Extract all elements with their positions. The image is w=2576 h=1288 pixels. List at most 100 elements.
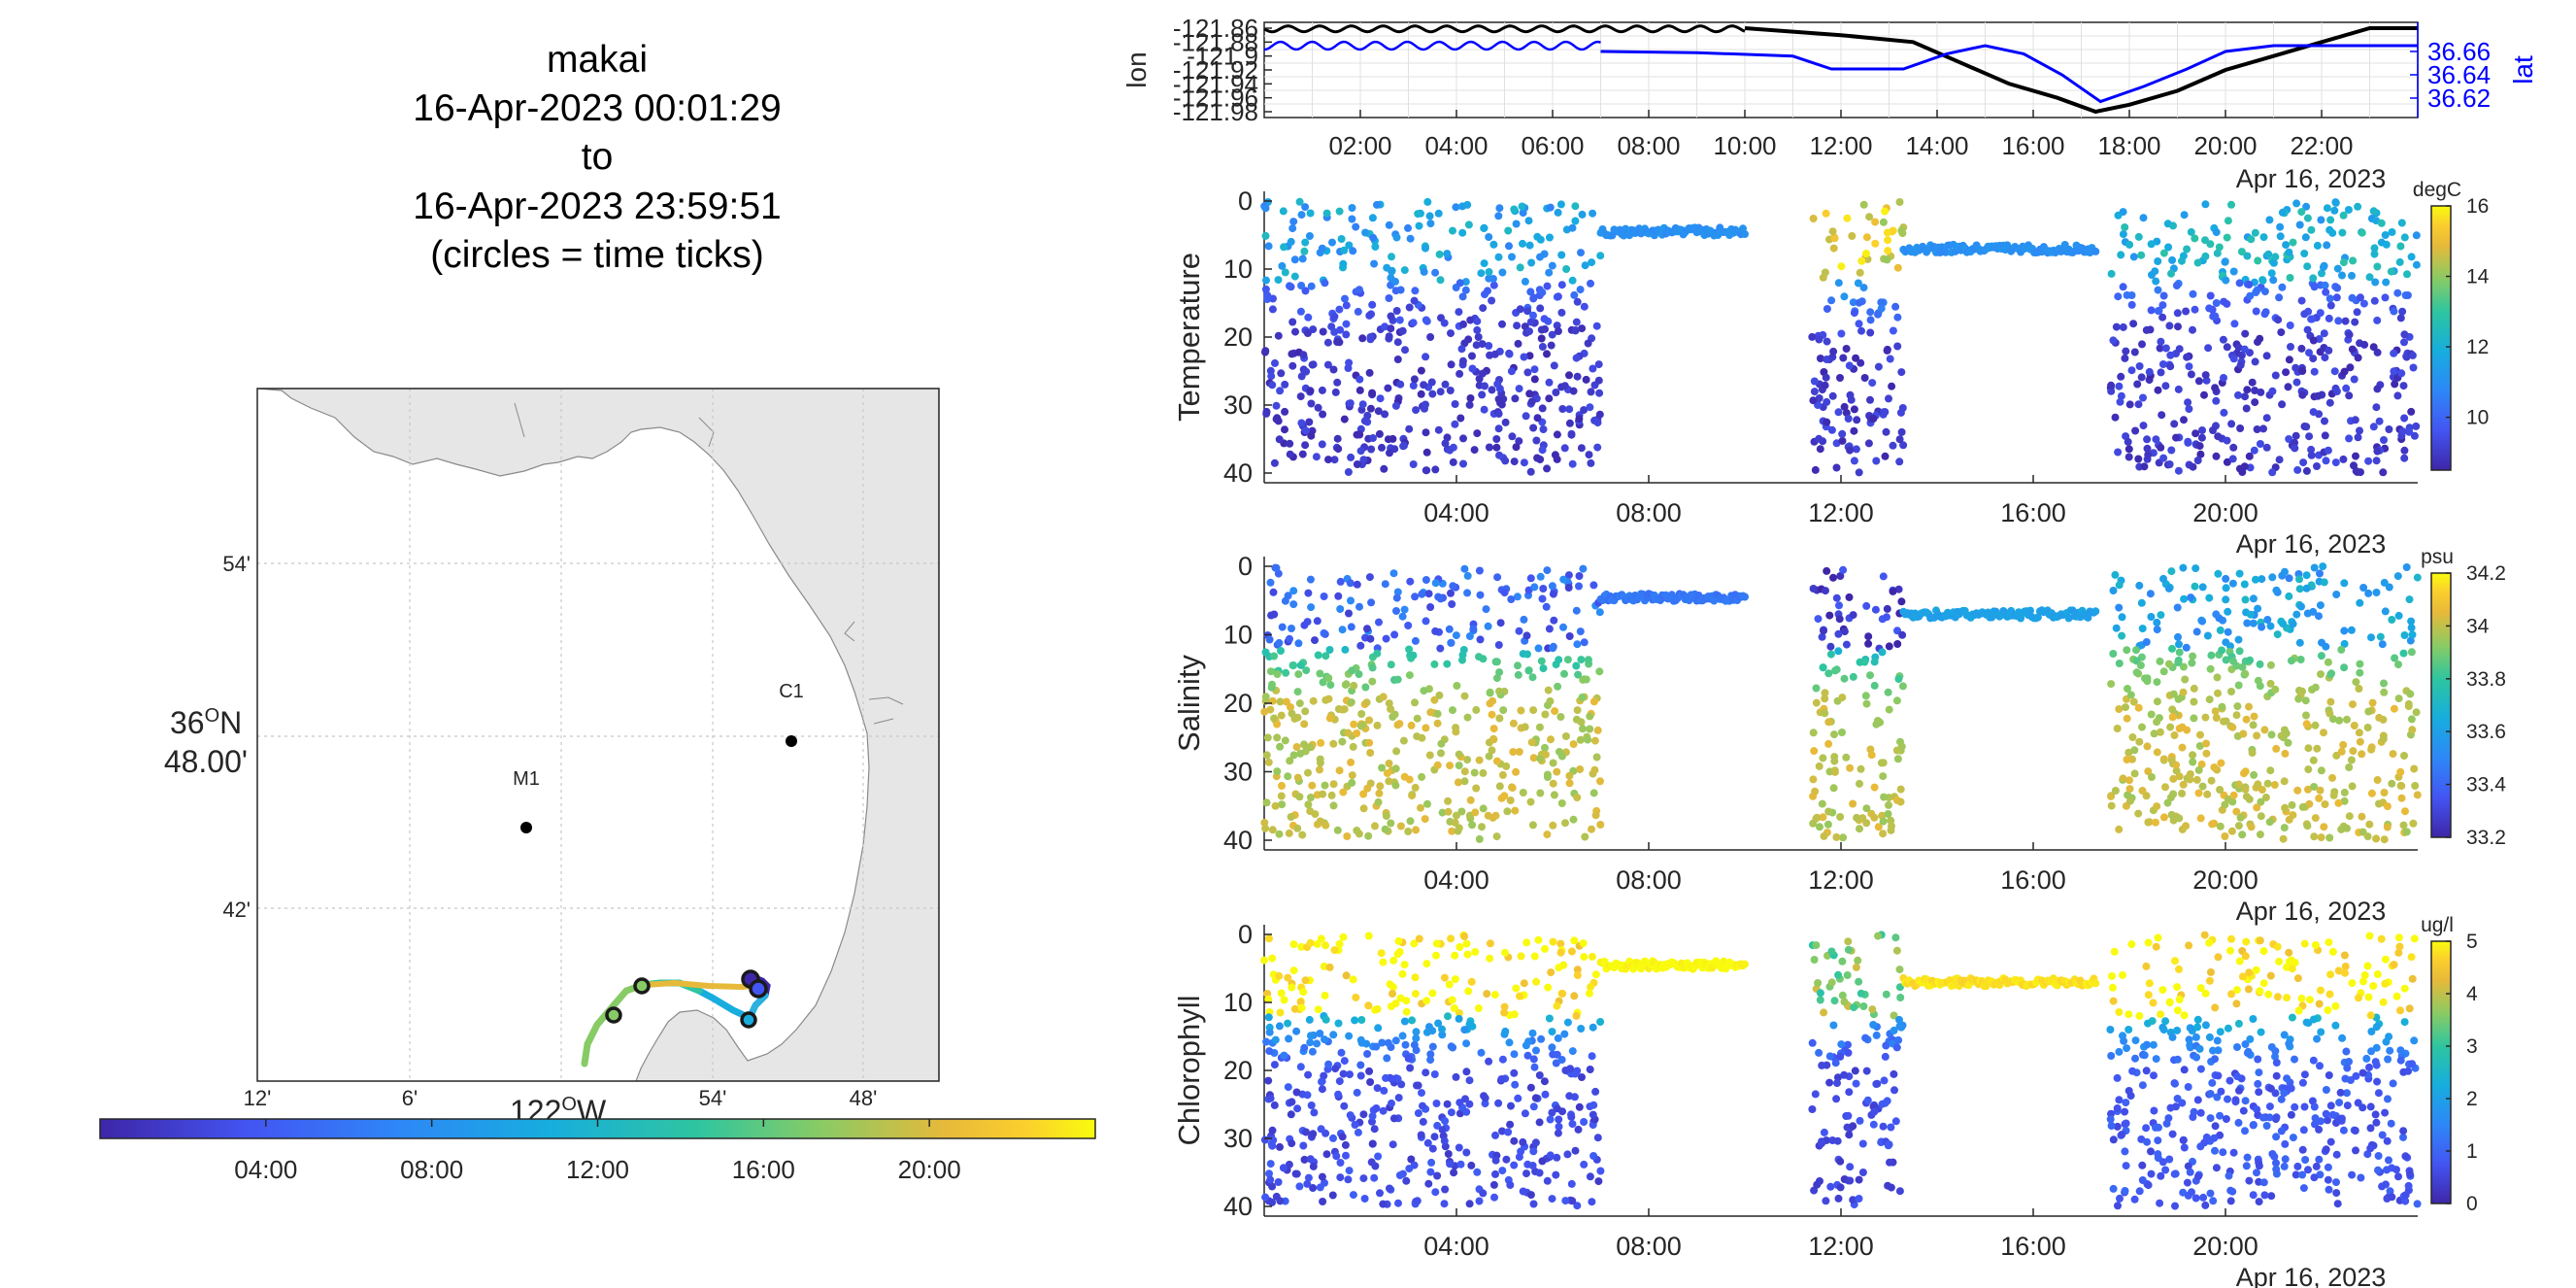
salinity-point [1391,781,1400,790]
salinity-point [1492,674,1501,683]
chlorophyll-point [1863,1096,1872,1104]
chlorophyll-point [2161,1017,2170,1026]
salinity-point [1469,625,1478,633]
temperature-point [1836,374,1844,382]
temperature-point [2131,426,2140,435]
salinity-point [2295,585,2304,593]
salinity-point [1468,821,1477,830]
temperature-point [1488,296,1496,305]
salinity-point [2285,592,2293,600]
temperature-point [1261,231,1270,240]
salinity-point [1304,768,1312,777]
salinity-point [2197,760,2206,768]
salinity-point [2213,673,2222,682]
temperature-point [1369,233,1378,242]
salinity-point [1350,720,1358,729]
chlorophyll-point [1301,976,1310,985]
temperature-point [1508,432,1517,441]
temperature-point [1565,419,1574,427]
salinity-point [1308,781,1317,790]
temperature-point [1823,356,1831,363]
chlorophyll-point [2253,1105,2261,1114]
chlorophyll-point [1949,981,1957,990]
chlorophyll-point [1467,1161,1476,1169]
salinity-point [1836,813,1845,821]
salinity-point [1883,613,1890,622]
chlorophyll-point [1467,977,1476,986]
salinity-point [2180,594,2189,603]
salinity-point [2295,575,2303,584]
temperature-point [1307,282,1316,290]
map-lat-label: 36ON [170,705,242,740]
temperature-point [1550,361,1558,370]
temperature-point [1849,298,1857,307]
chlorophyll-point [1345,1032,1354,1040]
chlorophyll-point [2142,1124,2151,1133]
temperature-point [2330,367,2339,376]
chlorophyll-point [1377,949,1386,958]
temperature-point [1473,317,1482,325]
salinity-point [1409,651,1418,660]
temperature-point [2318,269,2325,278]
temperature-point [2204,344,2213,353]
chlorophyll-point [2208,1078,2217,1087]
salinity-point [2159,667,2168,676]
salinity-point [2183,726,2191,734]
salinity-point [2296,656,2305,663]
chlorophyll-point [2241,952,2250,961]
salinity-point [1454,778,1462,787]
temperature-point [1562,265,1571,273]
temperature-point [1297,419,1306,427]
chlorophyll-point [2324,1006,2332,1014]
temperature-colorbar-tick-label: 14 [2466,266,2490,288]
chlorophyll-point [1836,1183,1845,1192]
temperature-y-tick-label: 10 [1223,254,1253,284]
temperature-point [2342,384,2351,392]
temperature-point [1536,456,1545,463]
temperature-point [1286,439,1294,448]
salinity-point [2241,785,2250,794]
chlorophyll-point [2241,1040,2250,1048]
salinity-point [1447,638,1455,647]
chlorophyll-point [1825,1078,1834,1087]
temperature-point [1464,335,1473,344]
salinity-point [1822,587,1829,595]
temperature-point [2091,247,2100,255]
salinity-point [1392,607,1400,615]
temperature-point [2124,453,2133,461]
temperature-point [1529,424,1538,432]
chlorophyll-point [2311,1120,2319,1129]
salinity-point [2406,690,2415,698]
temperature-point [2369,343,2378,352]
salinity-point [1507,595,1516,603]
temperature-point [2142,325,2151,334]
salinity-point [1576,735,1585,744]
temperature-point [1312,453,1321,461]
salinity-point [2026,606,2034,615]
chlorophyll-point [1519,1187,1527,1196]
temperature-point [1412,406,1421,415]
chlorophyll-point [1510,1050,1519,1059]
salinity-point [2303,609,2312,618]
temperature-point [1888,382,1896,390]
salinity-point [1819,663,1827,672]
salinity-point [2172,761,2181,769]
salinity-point [2256,830,2264,839]
salinity-point [1451,819,1459,827]
salinity-y-tick-label: 20 [1223,689,1253,718]
chlorophyll-point [2191,1194,2200,1203]
temperature-point [2129,320,2138,328]
chlorophyll-point [1570,936,1579,945]
temperature-point [1344,468,1353,476]
chlorophyll-point [2122,1099,2130,1107]
salinity-point [1475,566,1484,575]
salinity-point [1345,609,1353,618]
chlorophyll-point [1529,1200,1538,1208]
chlorophyll-point [2168,1033,2177,1041]
salinity-point [1536,572,1545,581]
chlorophyll-point [1868,1005,1877,1014]
chlorophyll-point [1440,1136,1449,1145]
temperature-point [1361,228,1370,237]
temperature-point [2267,269,2276,278]
chlorophyll-point [1272,1192,1281,1201]
